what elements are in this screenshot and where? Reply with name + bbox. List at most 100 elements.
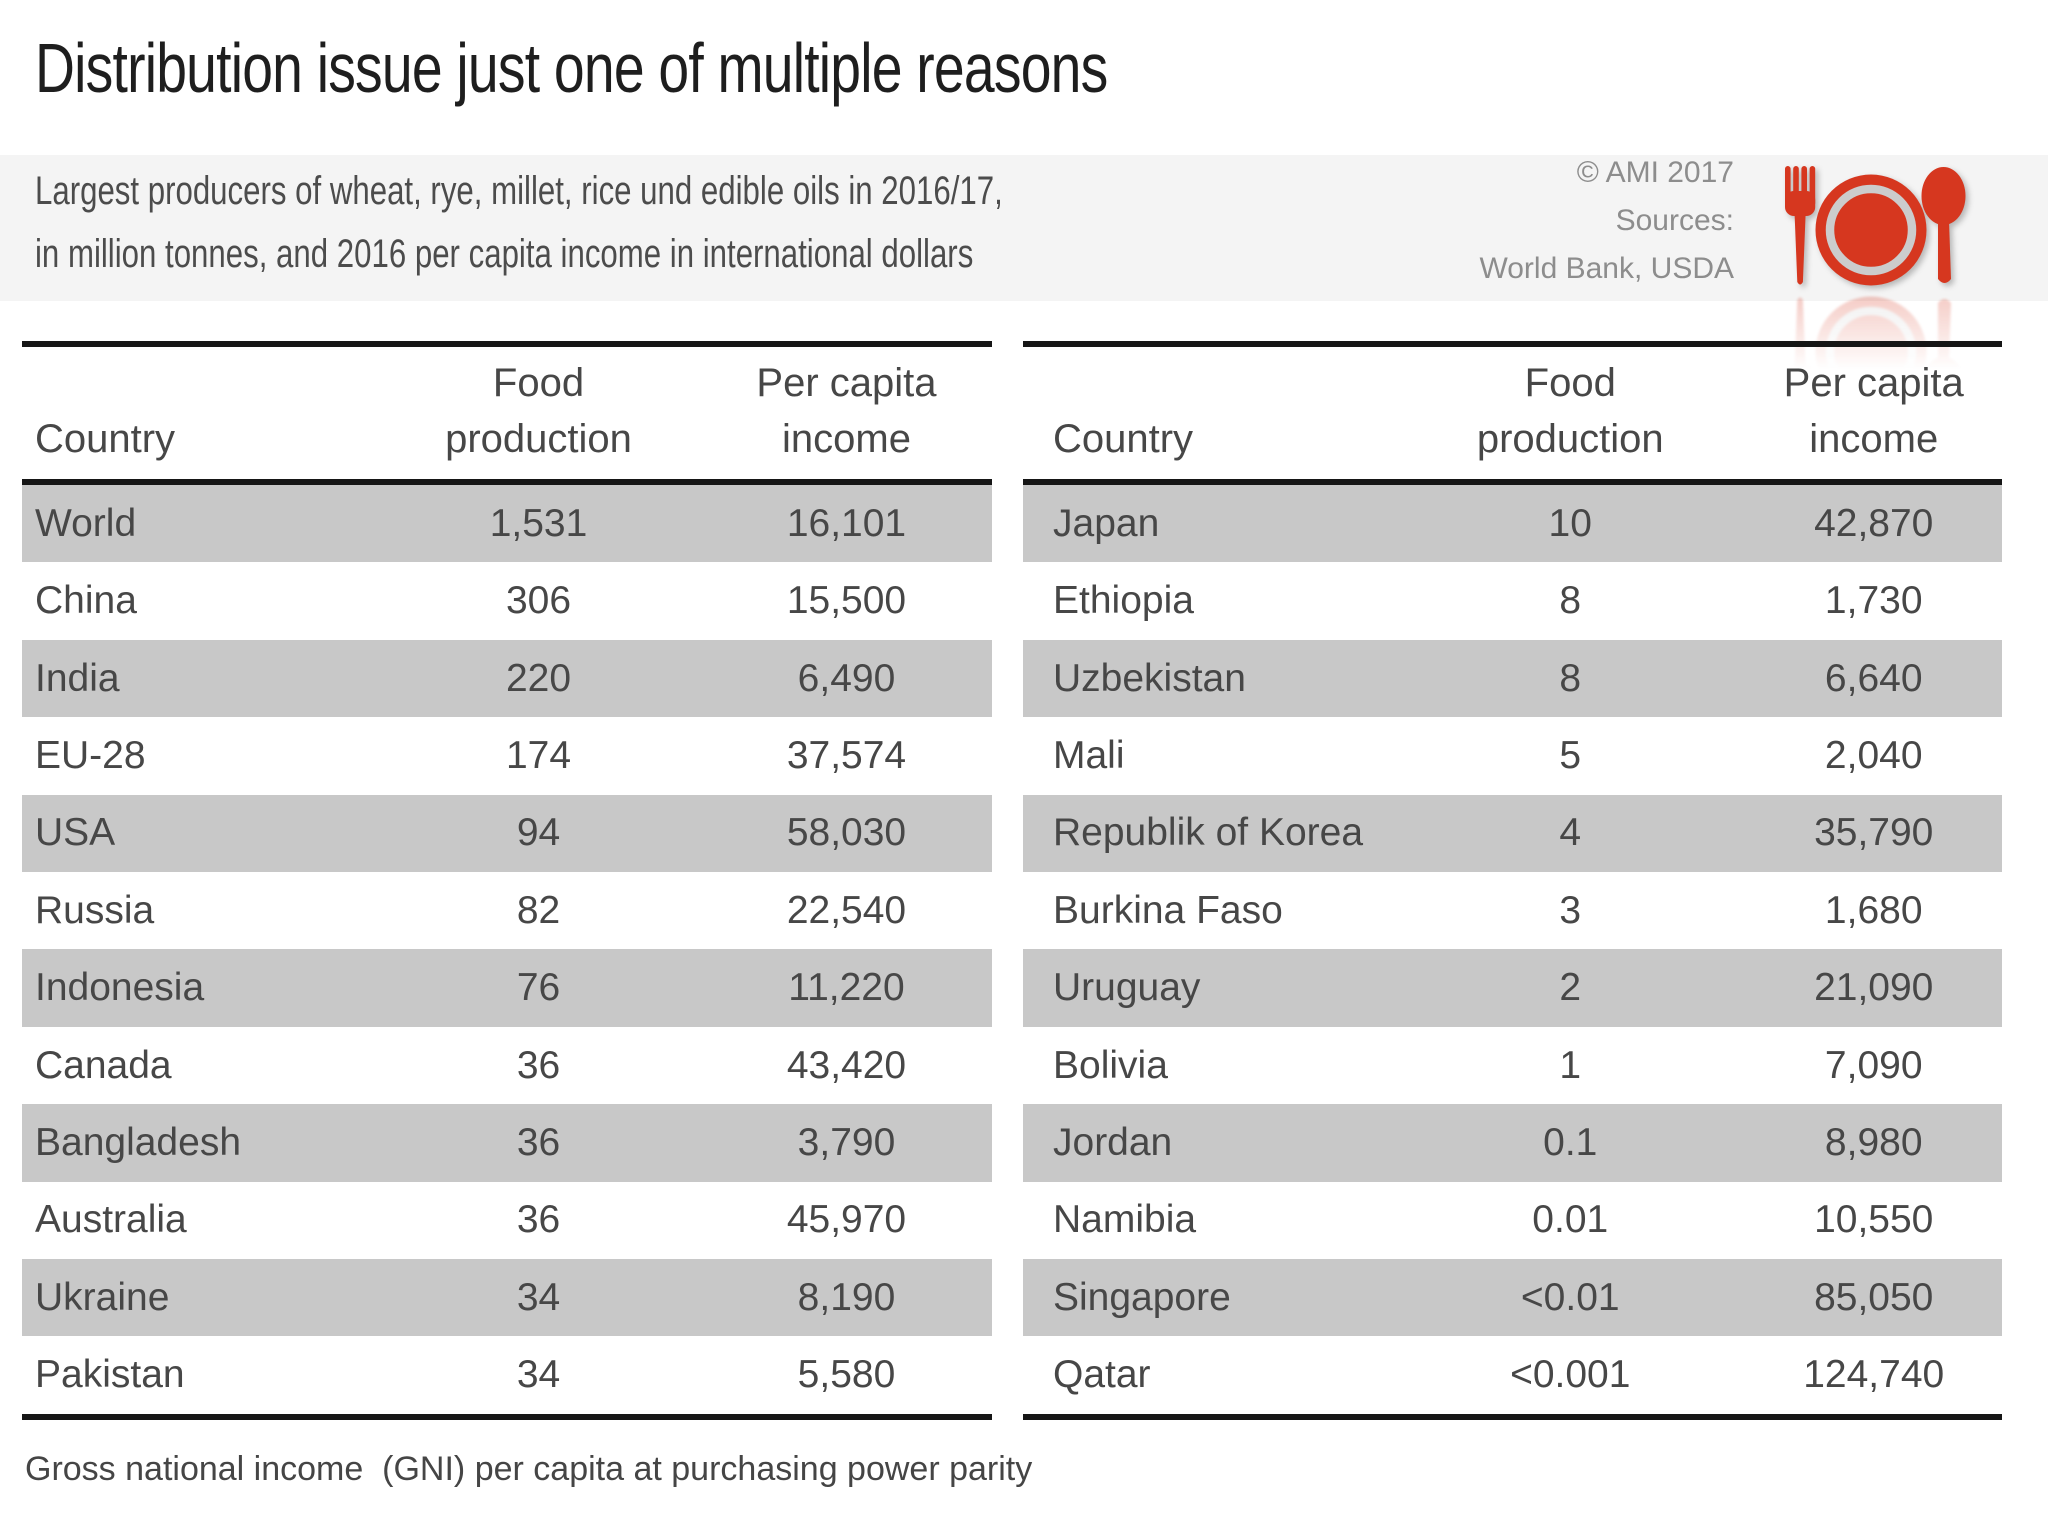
sources-label: Sources: (1615, 204, 1734, 237)
table-row: Mali 5 2,040 (1023, 717, 2002, 794)
income-cell: 22,540 (786, 888, 907, 932)
income-cell: 85,050 (1814, 1275, 1934, 1319)
income-cell: 7,090 (1824, 1043, 1923, 1087)
income-cell: 43,420 (786, 1043, 907, 1087)
income-cell: 10,550 (1814, 1198, 1934, 1242)
production-cell: 220 (505, 656, 572, 700)
subtitle-band (0, 155, 2048, 301)
production-cell: 306 (505, 579, 572, 623)
country-cell: China (35, 579, 137, 623)
income-cell: 5,580 (797, 1353, 896, 1397)
subtitle-line-1: Largest producers of wheat, rye, millet,… (35, 169, 1003, 213)
income-cell: 6,490 (797, 656, 896, 700)
country-cell: India (35, 656, 120, 700)
production-cell: 8 (1559, 579, 1582, 623)
country-cell: Jordan (1053, 1120, 1173, 1164)
right-table: Country Food production Per capita incom… (1023, 341, 2002, 1420)
table-row: China 306 15,500 (22, 562, 992, 639)
production-cell: 34 (516, 1353, 561, 1397)
income-cell: 3,790 (797, 1120, 896, 1164)
subtitle: Largest producers of wheat, rye, millet,… (35, 160, 1003, 286)
country-column-header: Country (35, 417, 176, 461)
credits: © AMI 2017 Sources: World Bank, USDA (1479, 149, 1734, 293)
income-cell: 15,500 (786, 579, 907, 623)
right-table-bottom-border (1023, 1413, 2002, 1420)
per-capita-income-column-header: Per capita income (1783, 361, 1964, 461)
income-cell: 8,980 (1824, 1120, 1923, 1164)
table-row: Singapore <0.01 85,050 (1023, 1259, 2002, 1337)
table-row: Namibia 0.01 10,550 (1023, 1182, 2002, 1259)
table-row: World 1,531 16,101 (22, 485, 992, 563)
table-row: Australia 36 45,970 (22, 1182, 992, 1259)
food-production-column-header: Food production (445, 361, 632, 461)
production-cell: 4 (1559, 811, 1582, 855)
production-cell: 36 (516, 1198, 561, 1242)
income-cell: 21,090 (1814, 966, 1934, 1010)
country-cell: USA (35, 811, 116, 855)
right-table-header-divider (1023, 479, 2002, 485)
production-cell: 76 (516, 966, 561, 1010)
table-row: Ethiopia 8 1,730 (1023, 562, 2002, 639)
country-cell: Ethiopia (1053, 579, 1194, 623)
country-cell: Burkina Faso (1053, 888, 1283, 932)
production-cell: 2 (1559, 966, 1582, 1010)
left-table-header: Country Food production Per capita incom… (22, 347, 992, 479)
production-cell: <0.01 (1520, 1275, 1620, 1319)
right-table-header: Country Food production Per capita incom… (1023, 347, 2002, 479)
table-row: Pakistan 34 5,580 (22, 1336, 992, 1413)
income-cell: 35,790 (1814, 811, 1934, 855)
production-cell: 3 (1559, 888, 1582, 932)
income-cell: 1,730 (1824, 579, 1923, 623)
right-table-body: Japan 10 42,870 Ethiopia 8 1,730 Uzbekistan 8 6,… (1023, 485, 2002, 1414)
production-cell: 34 (516, 1275, 561, 1319)
sources-value: World Bank, USDA (1479, 252, 1734, 285)
country-cell: Ukraine (35, 1275, 170, 1319)
country-cell: EU-28 (35, 733, 146, 777)
country-cell: Uruguay (1053, 966, 1201, 1010)
production-cell: 0.1 (1543, 1120, 1598, 1164)
country-cell: Namibia (1053, 1198, 1197, 1242)
table-row: Jordan 0.1 8,980 (1023, 1104, 2002, 1182)
production-cell: 0.01 (1532, 1198, 1609, 1242)
income-cell: 37,574 (786, 733, 907, 777)
income-cell: 2,040 (1824, 733, 1923, 777)
country-cell: Mali (1053, 733, 1125, 777)
left-table: Country Food production Per capita incom… (22, 341, 992, 1420)
country-cell: Bangladesh (35, 1120, 242, 1164)
food-production-column-header: Food production (1476, 361, 1664, 461)
table-row: Indonesia 76 11,220 (22, 949, 992, 1027)
production-cell: 5 (1559, 733, 1582, 777)
subtitle-line-2: in million tonnes, and 2016 per capita i… (35, 232, 974, 276)
production-cell: 174 (505, 733, 572, 777)
country-cell: Singapore (1053, 1275, 1231, 1319)
footnote: Gross national income (GNI) per capita a… (25, 1450, 1033, 1488)
table-row: Uzbekistan 8 6,640 (1023, 639, 2002, 718)
production-cell: 36 (516, 1120, 561, 1164)
country-cell: World (35, 501, 137, 545)
copyright-text: © AMI 2017 (1576, 156, 1734, 189)
production-cell: 8 (1559, 656, 1582, 700)
table-row: Burkina Faso 3 1,680 (1023, 872, 2002, 949)
table-row: Bangladesh 36 3,790 (22, 1104, 992, 1182)
production-cell: 82 (516, 888, 561, 932)
production-cell: <0.001 (1510, 1353, 1631, 1397)
table-row: India 220 6,490 (22, 639, 992, 718)
income-cell: 124,740 (1803, 1353, 1945, 1397)
country-cell: Russia (35, 888, 155, 932)
production-cell: 36 (516, 1043, 561, 1087)
table-row: Japan 10 42,870 (1023, 485, 2002, 563)
table-row: Russia 82 22,540 (22, 872, 992, 949)
income-cell: 58,030 (786, 811, 907, 855)
table-row: EU-28 174 37,574 (22, 717, 992, 794)
table-row: USA 94 58,030 (22, 794, 992, 873)
right-table-top-border (1023, 341, 2002, 347)
production-cell: 10 (1548, 501, 1592, 545)
country-cell: Republik of Korea (1053, 811, 1364, 855)
country-cell: Uzbekistan (1053, 656, 1246, 700)
country-cell: Indonesia (35, 966, 205, 1010)
table-row: Republik of Korea 4 35,790 (1023, 794, 2002, 873)
left-table-bottom-border (22, 1413, 992, 1420)
table-row: Bolivia 1 7,090 (1023, 1027, 2002, 1104)
per-capita-income-column-header: Per capita income (756, 361, 937, 461)
